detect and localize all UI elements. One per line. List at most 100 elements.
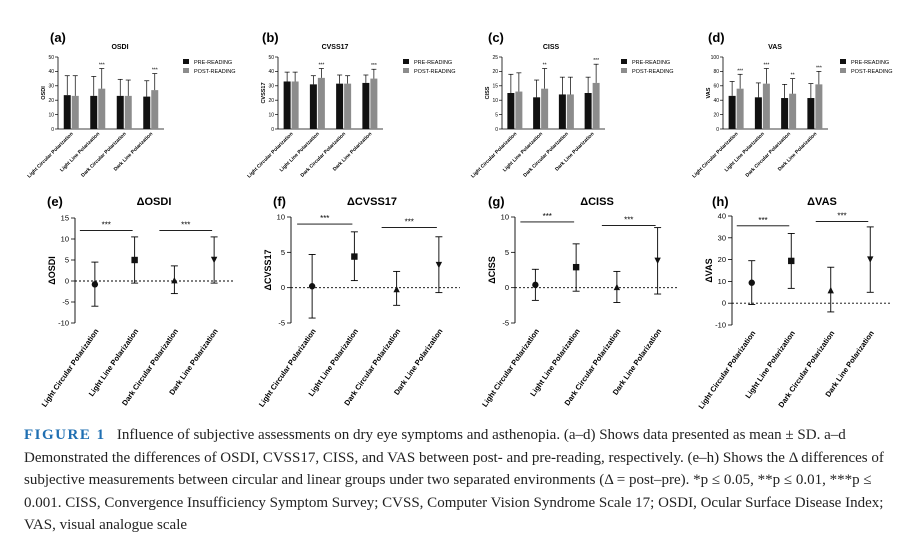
bar xyxy=(533,97,541,129)
bar xyxy=(541,88,549,129)
mean-marker xyxy=(171,276,178,284)
category-label: Dark Circular Polarization xyxy=(80,131,127,178)
caption-text: Influence of subjective assessments on d… xyxy=(24,427,884,533)
bar xyxy=(362,82,370,129)
bar xyxy=(291,81,299,129)
mean-marker xyxy=(788,257,795,265)
bar xyxy=(807,98,815,129)
mean-marker xyxy=(827,286,834,294)
legend-swatch xyxy=(403,59,409,64)
mean-marker xyxy=(91,281,99,288)
legend-label: PRE-READING xyxy=(632,60,670,66)
y-axis-label: CISS xyxy=(485,86,491,99)
chart-title: ΔVAS xyxy=(807,196,837,208)
panel-delta-cvss17: (f) ΔCVSS17 -5 0 5 10 ΔCVSS17 Light Circular Po… xyxy=(257,194,460,409)
chart-title: ΔCISS xyxy=(580,196,614,208)
figure-label: FIGURE 1 xyxy=(24,427,106,443)
y-tick-label: -10 xyxy=(58,319,69,328)
y-axis-label: OSDI xyxy=(41,86,47,100)
significance-label: ** xyxy=(791,73,795,79)
bar xyxy=(566,94,574,129)
y-tick-label: 10 xyxy=(277,213,285,222)
y-tick-label: 10 xyxy=(61,235,69,244)
bar xyxy=(151,90,159,129)
mean-marker xyxy=(393,285,400,293)
bar xyxy=(815,84,823,129)
chart-title: ΔCVSS17 xyxy=(347,196,397,208)
panel-label: (f) xyxy=(273,194,286,209)
panel-label: (d) xyxy=(708,30,725,45)
figure-caption: FIGURE 1 Influence of subjective assessm… xyxy=(24,424,904,537)
y-tick-label: 0 xyxy=(65,277,69,286)
bar xyxy=(781,98,789,129)
bar xyxy=(90,95,98,129)
bar xyxy=(283,81,291,129)
y-tick-label: 40 xyxy=(713,98,719,104)
significance-label: ** xyxy=(543,63,547,69)
y-tick-label: 10 xyxy=(268,112,274,118)
y-tick-label: 40 xyxy=(48,69,54,75)
mean-marker xyxy=(613,283,621,291)
significance-label: *** xyxy=(318,63,324,69)
y-tick-label: 20 xyxy=(268,98,274,104)
chart-title: OSDI xyxy=(111,44,128,51)
category-label: Dark Circular Polarization xyxy=(300,131,347,178)
y-tick-label: 20 xyxy=(492,69,498,75)
y-tick-label: 0 xyxy=(271,127,274,133)
y-tick-label: 5 xyxy=(65,256,69,265)
chart-title: ΔOSDI xyxy=(137,196,172,208)
significance-label: *** xyxy=(816,65,822,71)
bar xyxy=(507,93,515,129)
y-tick-label: -10 xyxy=(715,321,726,330)
mean-marker xyxy=(308,283,316,290)
bar xyxy=(344,83,352,129)
y-tick-label: 15 xyxy=(61,214,69,223)
y-tick-label: 10 xyxy=(492,98,498,104)
significance-label: *** xyxy=(102,221,111,230)
y-tick-label: 5 xyxy=(495,112,498,118)
y-tick-label: 0 xyxy=(505,283,509,292)
y-tick-label: 30 xyxy=(48,84,54,90)
significance-label: *** xyxy=(320,214,329,223)
chart-title: CVSS17 xyxy=(322,44,349,51)
y-tick-label: -5 xyxy=(62,298,69,307)
panel-label: (b) xyxy=(262,30,279,45)
y-tick-label: -5 xyxy=(278,319,285,328)
significance-label: *** xyxy=(737,68,743,74)
significance-label: *** xyxy=(543,212,552,221)
category-label: Light Circular Polarization xyxy=(246,131,294,179)
legend-label: PRE-READING xyxy=(194,60,232,66)
mean-marker xyxy=(131,256,138,264)
y-tick-label: 10 xyxy=(718,277,726,286)
y-axis-label: ΔCISS xyxy=(487,256,497,283)
y-axis-label: CVSS17 xyxy=(261,82,267,103)
y-tick-label: 30 xyxy=(268,84,274,90)
bar xyxy=(515,91,523,129)
mean-marker xyxy=(654,257,661,265)
y-tick-label: 0 xyxy=(51,127,54,133)
category-label: Dark Circular Polarization xyxy=(745,131,792,178)
y-tick-label: 20 xyxy=(713,112,719,118)
mean-marker xyxy=(867,256,874,263)
mean-marker xyxy=(748,279,755,286)
bar xyxy=(63,95,71,129)
bar xyxy=(71,95,79,129)
panel-label: (e) xyxy=(47,194,63,209)
mean-marker xyxy=(210,256,218,264)
y-tick-label: 25 xyxy=(492,55,498,61)
panel-vas: (d) VAS 0 20 40 60 80 100 VAS *** Light Circular P… xyxy=(691,30,892,179)
bar xyxy=(762,83,770,129)
legend-label: POST-READING xyxy=(851,69,893,75)
legend-swatch xyxy=(183,68,189,73)
category-label: Light Circular Polarization xyxy=(257,327,318,409)
category-label: Light Circular Polarization xyxy=(26,131,74,179)
panel-label: (c) xyxy=(488,30,504,45)
y-tick-label: -5 xyxy=(502,319,509,328)
mean-marker xyxy=(532,281,539,289)
significance-label: *** xyxy=(152,68,158,74)
y-tick-label: 10 xyxy=(48,112,54,118)
bar xyxy=(116,95,124,129)
y-tick-label: 40 xyxy=(718,212,726,221)
bar xyxy=(728,95,736,129)
